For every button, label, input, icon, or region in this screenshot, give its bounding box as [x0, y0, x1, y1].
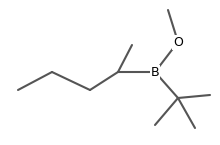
Text: O: O [173, 36, 183, 48]
Text: B: B [151, 66, 159, 78]
